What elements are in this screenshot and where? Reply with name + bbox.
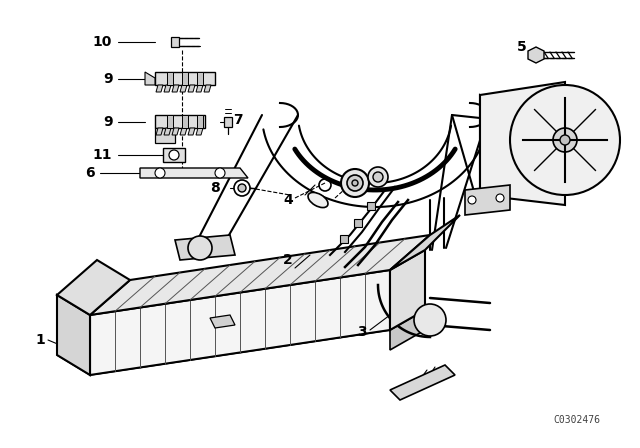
Polygon shape [188,85,195,92]
Circle shape [560,135,570,145]
Polygon shape [155,128,175,143]
Polygon shape [180,85,187,92]
Polygon shape [182,115,188,128]
Polygon shape [210,315,235,328]
Text: 1: 1 [35,333,45,347]
Circle shape [347,175,363,191]
Text: C0302476: C0302476 [553,415,600,425]
Text: 8: 8 [210,181,220,195]
Polygon shape [390,215,460,270]
Circle shape [418,308,442,332]
Text: 9: 9 [103,72,113,86]
Text: 3: 3 [357,325,367,339]
Polygon shape [196,128,203,135]
Text: 5: 5 [517,40,527,54]
Polygon shape [197,72,203,85]
Polygon shape [180,128,187,135]
Polygon shape [156,85,163,92]
Polygon shape [480,82,565,205]
Polygon shape [390,250,425,330]
Polygon shape [465,185,510,215]
Text: 10: 10 [92,35,112,49]
Polygon shape [164,85,171,92]
Ellipse shape [308,193,328,207]
Polygon shape [188,128,195,135]
Text: 7: 7 [233,113,243,127]
Polygon shape [182,72,188,85]
Polygon shape [197,115,203,128]
Polygon shape [390,365,455,400]
Polygon shape [163,148,185,162]
Polygon shape [171,37,179,47]
Text: 11: 11 [92,148,112,162]
Circle shape [341,169,369,197]
Polygon shape [353,219,362,227]
Polygon shape [156,128,163,135]
Polygon shape [57,295,90,375]
Circle shape [368,167,388,187]
Circle shape [423,313,437,327]
Polygon shape [172,85,179,92]
Polygon shape [145,72,155,85]
Polygon shape [57,260,130,315]
Polygon shape [480,95,510,195]
Polygon shape [172,128,179,135]
Circle shape [155,168,165,178]
Polygon shape [164,128,171,135]
Circle shape [169,150,179,160]
Circle shape [496,194,504,202]
Circle shape [234,180,250,196]
Polygon shape [155,72,215,85]
Polygon shape [90,235,430,315]
Polygon shape [340,235,348,243]
Circle shape [510,85,620,195]
Text: 4: 4 [283,193,293,207]
Circle shape [352,180,358,186]
Circle shape [414,304,446,336]
Circle shape [426,316,434,324]
Polygon shape [528,47,544,63]
Circle shape [215,168,225,178]
Polygon shape [204,85,211,92]
Circle shape [553,128,577,152]
Polygon shape [367,202,375,210]
Circle shape [373,172,383,182]
Polygon shape [175,235,235,260]
Polygon shape [167,72,173,85]
Polygon shape [90,270,390,375]
Polygon shape [196,85,203,92]
Circle shape [188,236,212,260]
Polygon shape [390,310,425,350]
Text: 2: 2 [283,253,293,267]
Text: 6: 6 [85,166,95,180]
Polygon shape [57,310,425,375]
Polygon shape [167,115,173,128]
Text: 9: 9 [103,115,113,129]
Polygon shape [155,115,205,128]
Polygon shape [224,117,232,127]
Polygon shape [140,168,248,178]
Circle shape [238,184,246,192]
Circle shape [468,196,476,204]
